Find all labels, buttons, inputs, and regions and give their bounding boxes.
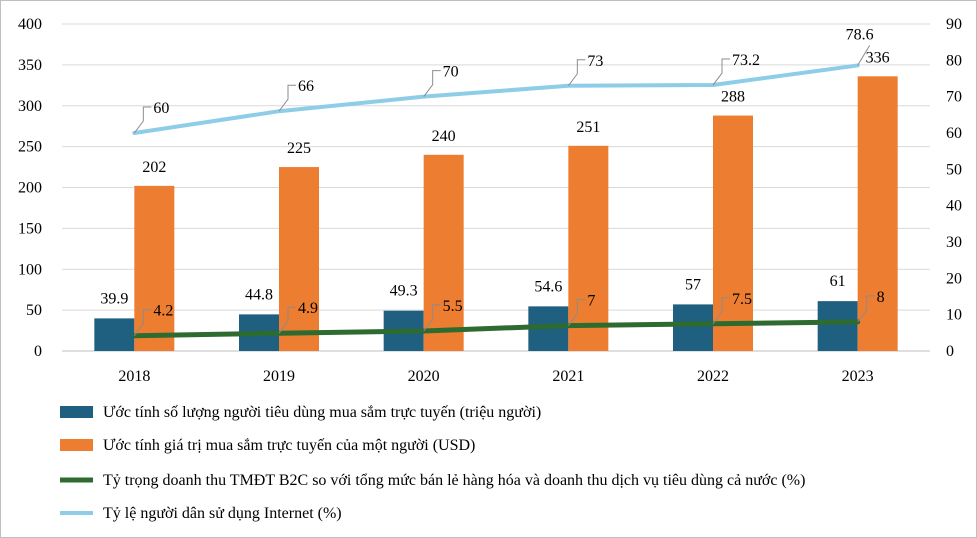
bar-spend-per-person — [857, 76, 898, 351]
y-left-tick-label: 400 — [18, 16, 42, 33]
leader-line — [133, 309, 152, 337]
leader-line — [567, 299, 586, 326]
y-left-tick-label: 50 — [26, 302, 42, 319]
y-left-tick-label: 100 — [18, 261, 42, 278]
data-label-consumers: 39.9 — [100, 290, 128, 307]
data-label-consumers: 57 — [685, 276, 701, 293]
data-label-internet-rate: 70 — [443, 64, 459, 81]
y-right-tick-label: 0 — [946, 343, 954, 360]
leader-line — [712, 297, 730, 325]
bar-spend-per-person — [134, 185, 175, 351]
y-right-tick-label: 40 — [946, 198, 962, 215]
y-right-tick-label: 30 — [946, 234, 962, 251]
b2c-share-line — [131, 319, 861, 339]
leader-line — [857, 45, 871, 66]
y-left-tick-label: 200 — [18, 180, 42, 197]
data-label-consumers: 61 — [830, 273, 846, 290]
y-left-tick-label: 250 — [18, 139, 42, 156]
bar-consumers — [94, 318, 135, 351]
data-label-spend-per-person: 336 — [866, 49, 890, 66]
data-label-internet-rate: 73 — [587, 53, 603, 70]
data-label-spend-per-person: 251 — [576, 119, 600, 136]
leader-line — [857, 295, 875, 323]
legend-label: Ước tính giá trị mua sắm trực tuyến của … — [103, 437, 475, 454]
data-label-internet-rate: 60 — [153, 100, 169, 117]
data-label-b2c-share: 8 — [877, 289, 885, 306]
x-tick-label: 2018 — [118, 368, 150, 385]
x-tick-label: 2021 — [552, 368, 584, 385]
bar-spend-per-person — [279, 167, 319, 351]
internet-rate-line — [132, 63, 860, 135]
leader-line — [133, 106, 152, 134]
data-label-internet-rate: 66 — [298, 78, 314, 95]
data-label-b2c-share: 7.5 — [732, 291, 752, 308]
legend-swatch — [60, 406, 93, 418]
data-label-spend-per-person: 240 — [432, 128, 456, 145]
leader-line — [278, 84, 296, 112]
x-tick-label: 2020 — [408, 368, 440, 385]
bar-spend-per-person — [568, 145, 609, 351]
y-left-tick-label: 300 — [18, 98, 42, 115]
legend-label: Ước tính số lượng người tiêu dùng mua sắ… — [103, 404, 541, 421]
legend-swatch — [60, 439, 93, 451]
y-right-tick-label: 60 — [946, 125, 962, 142]
data-label-consumers: 49.3 — [390, 283, 418, 300]
data-label-consumers: 54.6 — [534, 278, 562, 295]
data-label-internet-rate: 73.2 — [732, 52, 760, 69]
legend-label: Tỷ trọng doanh thu TMĐT B2C so với tổng … — [103, 472, 805, 489]
bar-spend-per-person — [713, 115, 753, 351]
y-right-tick-label: 80 — [946, 52, 962, 69]
leader-line — [712, 58, 730, 86]
bar-spend-per-person — [423, 154, 464, 351]
data-label-b2c-share: 4.2 — [153, 303, 173, 320]
data-label-b2c-share: 7 — [587, 293, 595, 310]
bar-consumers — [817, 301, 858, 351]
x-tick-label: 2022 — [697, 368, 729, 385]
leader-line — [423, 70, 441, 97]
legend-label: Tỷ lệ người dân sử dụng Internet (%) — [103, 505, 342, 522]
leader-line — [278, 306, 296, 334]
data-label-internet-rate: 78.6 — [846, 26, 874, 43]
y-right-tick-label: 90 — [946, 16, 962, 33]
y-right-tick-label: 20 — [946, 270, 962, 287]
y-right-tick-label: 50 — [946, 161, 962, 178]
data-label-spend-per-person: 225 — [287, 140, 311, 157]
data-label-consumers: 44.8 — [245, 286, 273, 303]
leader-line — [567, 59, 586, 87]
y-left-tick-label: 150 — [18, 220, 42, 237]
x-tick-label: 2019 — [263, 368, 295, 385]
y-right-tick-label: 70 — [946, 89, 962, 106]
data-label-b2c-share: 4.9 — [298, 300, 318, 317]
data-label-spend-per-person: 202 — [142, 159, 166, 176]
data-label-b2c-share: 5.5 — [443, 298, 463, 315]
y-left-tick-label: 350 — [18, 57, 42, 74]
bar-consumers — [673, 304, 713, 351]
data-label-spend-per-person: 288 — [721, 89, 745, 106]
leader-line — [423, 304, 441, 332]
x-tick-label: 2023 — [842, 368, 874, 385]
y-right-tick-label: 10 — [946, 307, 962, 324]
y-left-tick-label: 0 — [34, 343, 42, 360]
